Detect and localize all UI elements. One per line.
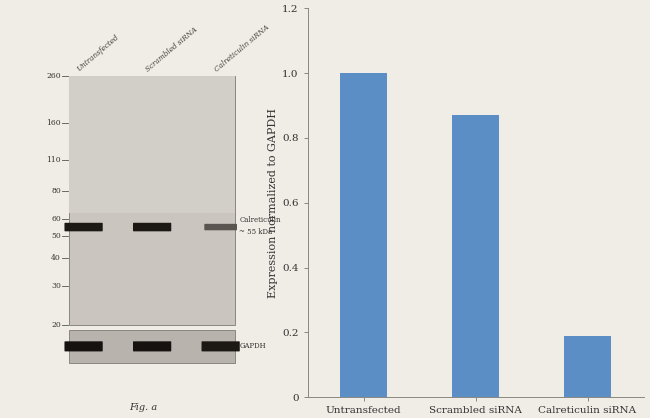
Text: 50: 50 [51, 232, 60, 240]
Text: 30: 30 [51, 282, 60, 290]
Text: ~ 55 kDa: ~ 55 kDa [239, 228, 272, 236]
Text: 160: 160 [46, 120, 60, 127]
FancyBboxPatch shape [133, 223, 171, 231]
Text: 20: 20 [51, 321, 60, 329]
Text: Calreticulin siRNA: Calreticulin siRNA [213, 23, 270, 73]
Text: Calreticulin: Calreticulin [239, 216, 281, 224]
Text: GAPDH: GAPDH [239, 342, 266, 350]
Text: 260: 260 [46, 72, 60, 80]
Bar [70, 330, 235, 363]
Bar [340, 73, 387, 397]
Text: 40: 40 [51, 254, 60, 262]
Bar [564, 336, 611, 397]
FancyBboxPatch shape [64, 223, 103, 231]
FancyBboxPatch shape [133, 342, 171, 352]
Y-axis label: Expression normalized to GAPDH: Expression normalized to GAPDH [268, 108, 278, 298]
Bar [70, 76, 235, 325]
Bar [70, 76, 235, 213]
Text: Scrambled siRNA: Scrambled siRNA [144, 25, 199, 73]
FancyBboxPatch shape [64, 342, 103, 352]
Text: 80: 80 [51, 187, 60, 195]
Text: 60: 60 [51, 214, 60, 223]
FancyBboxPatch shape [204, 224, 237, 230]
FancyBboxPatch shape [202, 342, 240, 352]
Bar [452, 115, 499, 397]
Text: Untransfected: Untransfected [75, 33, 121, 73]
Text: Fig. a: Fig. a [129, 403, 158, 412]
Text: 110: 110 [46, 156, 60, 164]
